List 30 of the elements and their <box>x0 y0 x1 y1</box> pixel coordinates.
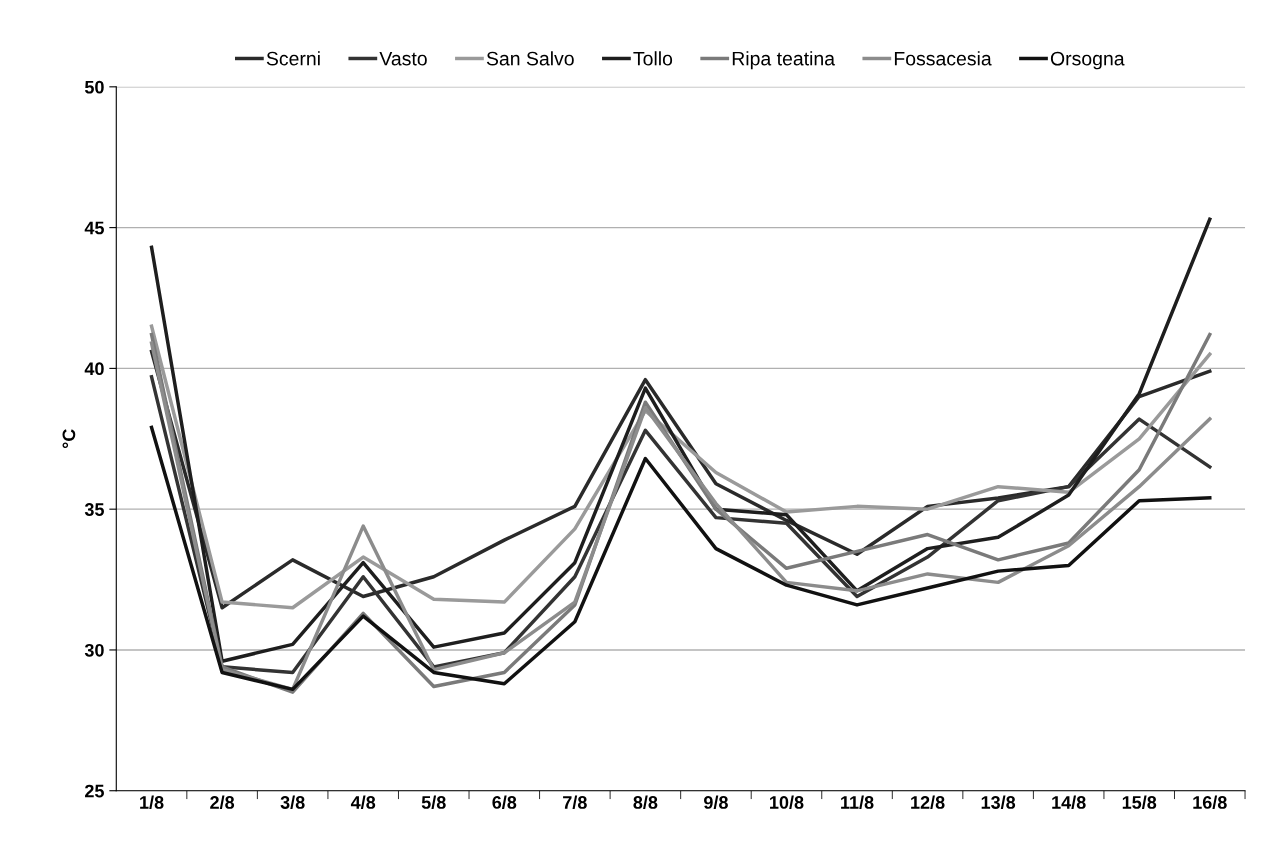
x-tick-label: 14/8 <box>1052 795 1086 810</box>
y-axis-title: °C <box>62 429 76 449</box>
x-tick-label: 12/8 <box>911 795 945 810</box>
legend-label: Vasto <box>379 51 427 66</box>
x-tick-label: 10/8 <box>770 795 804 810</box>
x-tick-label: 5/8 <box>421 795 446 810</box>
legend-label: Tollo <box>633 51 673 66</box>
x-tick-label: 4/8 <box>350 795 376 810</box>
x-tick-label: 7/8 <box>563 795 587 810</box>
y-tick-label: 35 <box>84 503 104 516</box>
legend-label: Ripa teatina <box>732 51 836 70</box>
legend-label: Scerni <box>266 51 320 66</box>
y-tick-label: 45 <box>84 221 104 235</box>
legend-label: Fossacesia <box>894 51 992 66</box>
y-tick-label: 25 <box>85 784 104 798</box>
y-tick-label: 30 <box>84 643 104 657</box>
x-tick-label: 6/8 <box>492 795 517 810</box>
legend-label: San Salvo <box>486 51 574 66</box>
x-tick-label: 1/8 <box>140 795 164 810</box>
x-tick-label: 15/8 <box>1122 795 1157 810</box>
x-tick-label: 13/8 <box>981 795 1016 810</box>
x-tick-label: 2/8 <box>210 795 235 810</box>
x-tick-label: 16/8 <box>1193 795 1227 810</box>
x-tick-label: 9/8 <box>704 795 728 810</box>
legend-label: Orsogna <box>1050 51 1125 70</box>
y-tick-label: 50 <box>84 80 104 94</box>
x-tick-label: 11/8 <box>841 795 874 810</box>
x-tick-label: 3/8 <box>280 795 305 810</box>
y-tick-label: 40 <box>84 362 104 376</box>
x-tick-label: 8/8 <box>633 795 658 810</box>
